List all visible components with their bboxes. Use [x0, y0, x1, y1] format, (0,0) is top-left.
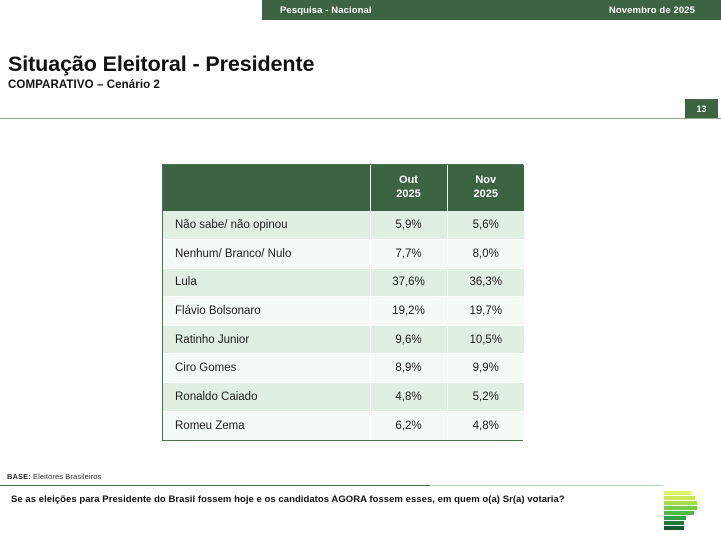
logo-bar-1 — [664, 496, 695, 500]
row-label: Ciro Gomes — [163, 353, 371, 384]
top-banner: Pesquisa - Nacional Novembro de 2025 — [262, 0, 721, 20]
row-label: Lula — [163, 268, 371, 298]
row-value-out: 37,6% — [370, 268, 448, 298]
logo-bar-3 — [664, 506, 697, 510]
page-number-badge: 13 — [685, 99, 718, 118]
row-value-out: 4,8% — [370, 382, 448, 412]
base-note-prefix: BASE: — [7, 472, 31, 481]
table-row: Ciro Gomes 8,9% 9,9% — [163, 353, 524, 384]
row-label: Ratinho Junior — [163, 325, 371, 355]
title-block: Situação Eleitoral - Presidente COMPARAT… — [8, 52, 314, 91]
logo-bar-2 — [664, 501, 697, 505]
table-row: Ronaldo Caiado 4,8% 5,2% — [163, 382, 524, 412]
column-header-candidate — [163, 165, 371, 211]
base-note: BASE: Eleitores Brasileiros — [7, 472, 101, 481]
row-value-nov: 5,6% — [447, 211, 524, 241]
paranapesquisas-logo-icon — [661, 491, 699, 531]
base-note-text: Eleitores Brasileiros — [33, 472, 102, 481]
table-row: Não sabe/ não opinou 5,9% 5,6% — [163, 211, 524, 241]
poll-table-body: Não sabe/ não opinou 5,9% 5,6% Nenhum/ B… — [163, 211, 524, 440]
column-header-nov-2025: Nov 2025 — [447, 165, 524, 211]
logo-bar-0 — [664, 491, 691, 495]
page-title: Situação Eleitoral - Presidente — [8, 52, 315, 76]
logo-bar-4 — [664, 511, 694, 515]
row-label: Romeu Zema — [163, 411, 371, 440]
row-value-nov: 5,2% — [447, 382, 524, 412]
table-row: Lula 37,6% 36,3% — [163, 268, 524, 298]
row-value-out: 19,2% — [370, 296, 448, 326]
footer-divider-left — [0, 485, 430, 486]
column-header-out-2025-year: 2025 — [396, 188, 421, 200]
row-value-nov: 4,8% — [447, 411, 524, 440]
row-value-nov: 19,7% — [447, 296, 524, 326]
row-label: Não sabe/ não opinou — [163, 211, 371, 241]
table-header-row: Out 2025 Nov 2025 — [163, 165, 524, 211]
poll-table: Out 2025 Nov 2025 Não sabe/ não opinou 5… — [163, 165, 524, 440]
row-value-nov: 8,0% — [447, 239, 524, 269]
poll-table-container: Out 2025 Nov 2025 Não sabe/ não opinou 5… — [162, 164, 524, 441]
row-label: Ronaldo Caiado — [163, 382, 371, 412]
banner-date-label: Novembro de 2025 — [608, 4, 695, 16]
column-header-out-2025-month: Out — [399, 174, 418, 187]
page-subtitle: COMPARATIVO – Cenário 2 — [8, 79, 161, 92]
table-row: Flávio Bolsonaro 19,2% 19,7% — [163, 296, 524, 326]
banner-survey-label: Pesquisa - Nacional — [280, 4, 372, 16]
title-divider — [0, 118, 721, 119]
logo-bar-6 — [664, 521, 684, 525]
row-value-out: 9,6% — [370, 325, 448, 355]
logo-bar-7 — [664, 526, 684, 530]
row-value-out: 7,7% — [370, 239, 448, 269]
row-value-nov: 10,5% — [447, 325, 524, 355]
column-header-nov-2025-year: 2025 — [473, 188, 498, 200]
footer-divider-right — [430, 485, 663, 486]
table-row: Romeu Zema 6,2% 4,8% — [163, 411, 524, 440]
row-label: Nenhum/ Branco/ Nulo — [163, 239, 371, 269]
column-header-nov-2025-month: Nov — [475, 174, 497, 187]
table-row: Nenhum/ Branco/ Nulo 7,7% 8,0% — [163, 239, 524, 269]
row-value-out: 8,9% — [370, 353, 448, 384]
table-row: Ratinho Junior 9,6% 10,5% — [163, 325, 524, 355]
row-value-nov: 36,3% — [447, 268, 524, 298]
row-value-out: 6,2% — [370, 411, 448, 440]
row-value-nov: 9,9% — [447, 353, 524, 384]
survey-question: Se as eleições para Presidente do Brasil… — [11, 494, 565, 505]
row-value-out: 5,9% — [370, 211, 448, 241]
poll-table-head: Out 2025 Nov 2025 — [163, 165, 524, 211]
logo-bar-5 — [664, 516, 686, 520]
row-label: Flávio Bolsonaro — [163, 296, 371, 326]
column-header-out-2025: Out 2025 — [370, 165, 448, 211]
